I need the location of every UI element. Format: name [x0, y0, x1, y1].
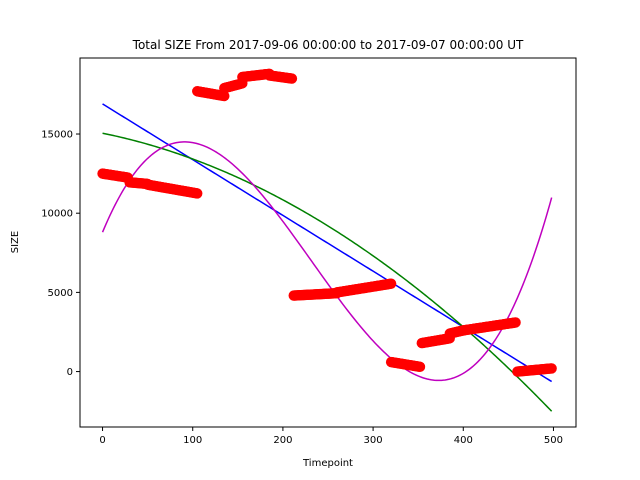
x-tick-label: 200	[273, 435, 292, 446]
x-tick-label: 500	[544, 435, 563, 446]
x-tick-label: 300	[364, 435, 383, 446]
x-tick-label: 100	[183, 435, 202, 446]
plot-frame	[79, 57, 577, 428]
fit-line-cubic	[101, 141, 553, 382]
fit-line-quadratic	[102, 132, 553, 412]
y-axis-label: SIZE	[10, 231, 21, 253]
chart-title: Total SIZE From 2017-09-06 00:00:00 to 2…	[132, 38, 524, 52]
x-tick-label: 400	[454, 435, 473, 446]
x-axis-label: Timepoint	[302, 458, 353, 469]
y-tick-label: 15000	[41, 130, 73, 141]
scatter-point	[414, 361, 426, 373]
x-tick-label: 0	[99, 435, 105, 446]
scatter-point	[219, 90, 230, 102]
y-axis: 0 5000 10000 15000	[41, 130, 80, 378]
y-tick-label: 5000	[48, 288, 73, 299]
y-tick-label: 10000	[41, 209, 73, 220]
y-tick-label: 0	[67, 367, 73, 378]
scatter-point	[546, 363, 557, 374]
scatter-points	[97, 68, 557, 377]
scatter-point	[385, 278, 397, 289]
scatter-point	[286, 73, 298, 84]
plot-area	[79, 57, 577, 428]
scatter-point	[510, 317, 521, 328]
x-axis: 0 100 200 300 400 500	[99, 427, 563, 446]
fit-line-linear	[102, 103, 553, 383]
scatter-point	[192, 188, 203, 199]
fit-lines	[101, 103, 553, 412]
